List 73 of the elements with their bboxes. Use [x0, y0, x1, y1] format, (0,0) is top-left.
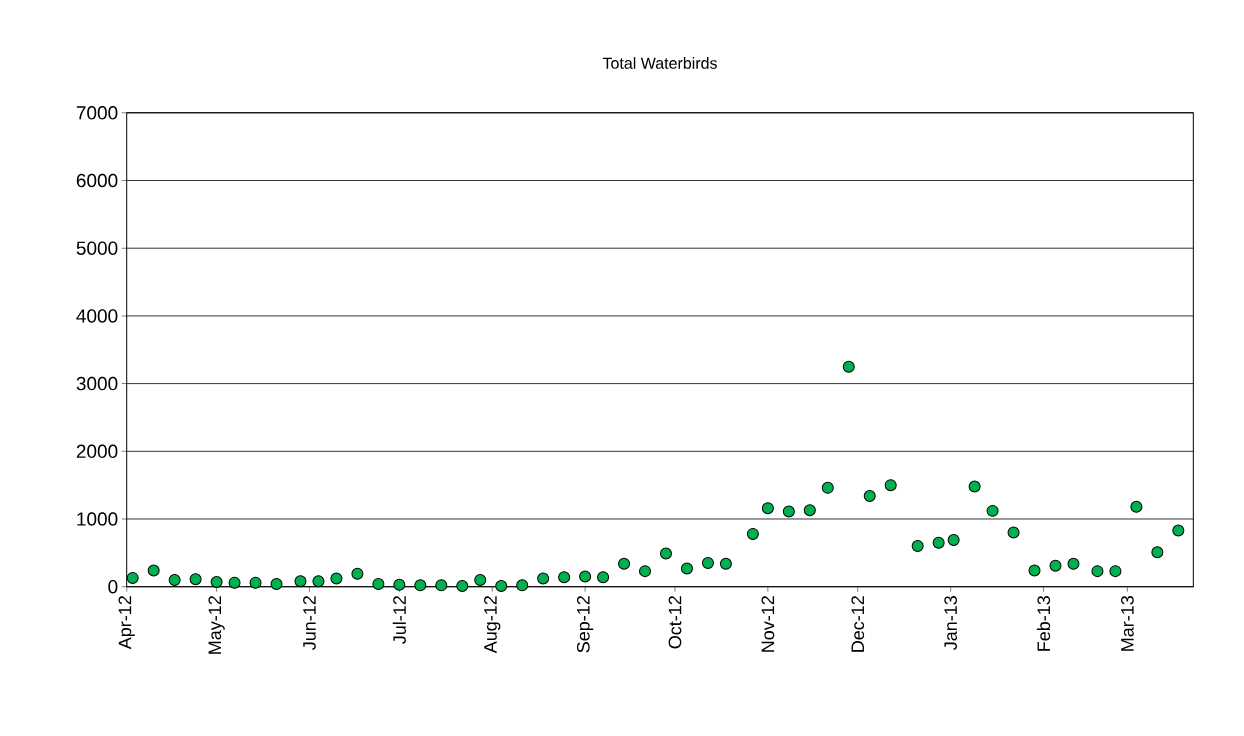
- point: [558, 571, 571, 584]
- point: [761, 502, 774, 515]
- point: [618, 557, 631, 570]
- point: [1109, 565, 1122, 578]
- x-tick-label: Nov-12: [761, 596, 775, 652]
- point: [537, 572, 550, 585]
- point: [746, 527, 759, 540]
- x-tick-label: Aug-12: [484, 596, 501, 654]
- y-tick-label: 3000: [76, 376, 118, 391]
- point: [863, 489, 876, 502]
- point: [393, 578, 406, 591]
- point: [456, 580, 469, 593]
- x-tick-label: Apr-12: [118, 596, 135, 650]
- chart-title: Total Waterbirds: [602, 57, 717, 69]
- point: [782, 505, 795, 518]
- point: [986, 504, 999, 517]
- y-tick-label: 4000: [76, 309, 118, 323]
- y-tick-label: 6000: [76, 173, 118, 188]
- point: [189, 573, 202, 586]
- y-tick-label: 2000: [76, 444, 118, 459]
- point: [168, 573, 181, 586]
- point: [803, 504, 816, 517]
- x-tick-label: Dec-12: [851, 596, 865, 652]
- x-tick-label: Jan-13: [944, 596, 957, 650]
- point: [516, 579, 529, 592]
- point: [884, 479, 897, 492]
- point: [1091, 565, 1104, 578]
- x-tick-label: Mar-13: [1121, 596, 1134, 651]
- point: [1172, 524, 1185, 537]
- point: [701, 557, 714, 569]
- point: [294, 575, 307, 588]
- point: [474, 573, 487, 586]
- x-tick-label: Feb-13: [1036, 596, 1051, 651]
- x-tick-label: Sep-12: [576, 596, 594, 653]
- y-tick-label: 1000: [77, 512, 118, 526]
- point: [1028, 564, 1041, 577]
- point: [372, 577, 385, 590]
- y-tick-label: 5000: [76, 241, 118, 255]
- point: [579, 570, 592, 583]
- point: [414, 579, 427, 592]
- point: [680, 562, 693, 575]
- point: [147, 564, 160, 577]
- point: [911, 540, 924, 553]
- point: [597, 571, 610, 584]
- point: [495, 580, 508, 593]
- point: [968, 480, 981, 493]
- point: [947, 533, 960, 546]
- point: [270, 577, 283, 590]
- point: [821, 481, 834, 494]
- x-tick-label: Oct-12: [668, 596, 682, 649]
- point: [660, 547, 672, 560]
- point: [312, 575, 325, 588]
- x-tick-label: Jul-12: [392, 596, 406, 644]
- point: [228, 576, 241, 589]
- y-tick-label: 0: [108, 579, 118, 594]
- point: [249, 576, 262, 589]
- x-tick-label: May-12: [208, 596, 225, 654]
- point: [1007, 526, 1020, 539]
- point: [330, 572, 343, 585]
- point: [842, 360, 855, 373]
- point: [1151, 546, 1164, 559]
- point: [1067, 557, 1080, 570]
- x-tick-label: Jun-12: [303, 596, 316, 650]
- point: [210, 575, 223, 588]
- point: [932, 536, 945, 549]
- point: [435, 579, 448, 592]
- point: [351, 567, 364, 580]
- point: [1130, 500, 1143, 513]
- point: [639, 565, 652, 578]
- point: [719, 557, 732, 570]
- point: [126, 571, 139, 584]
- point: [1049, 559, 1062, 572]
- y-tick-label: 7000: [76, 106, 118, 120]
